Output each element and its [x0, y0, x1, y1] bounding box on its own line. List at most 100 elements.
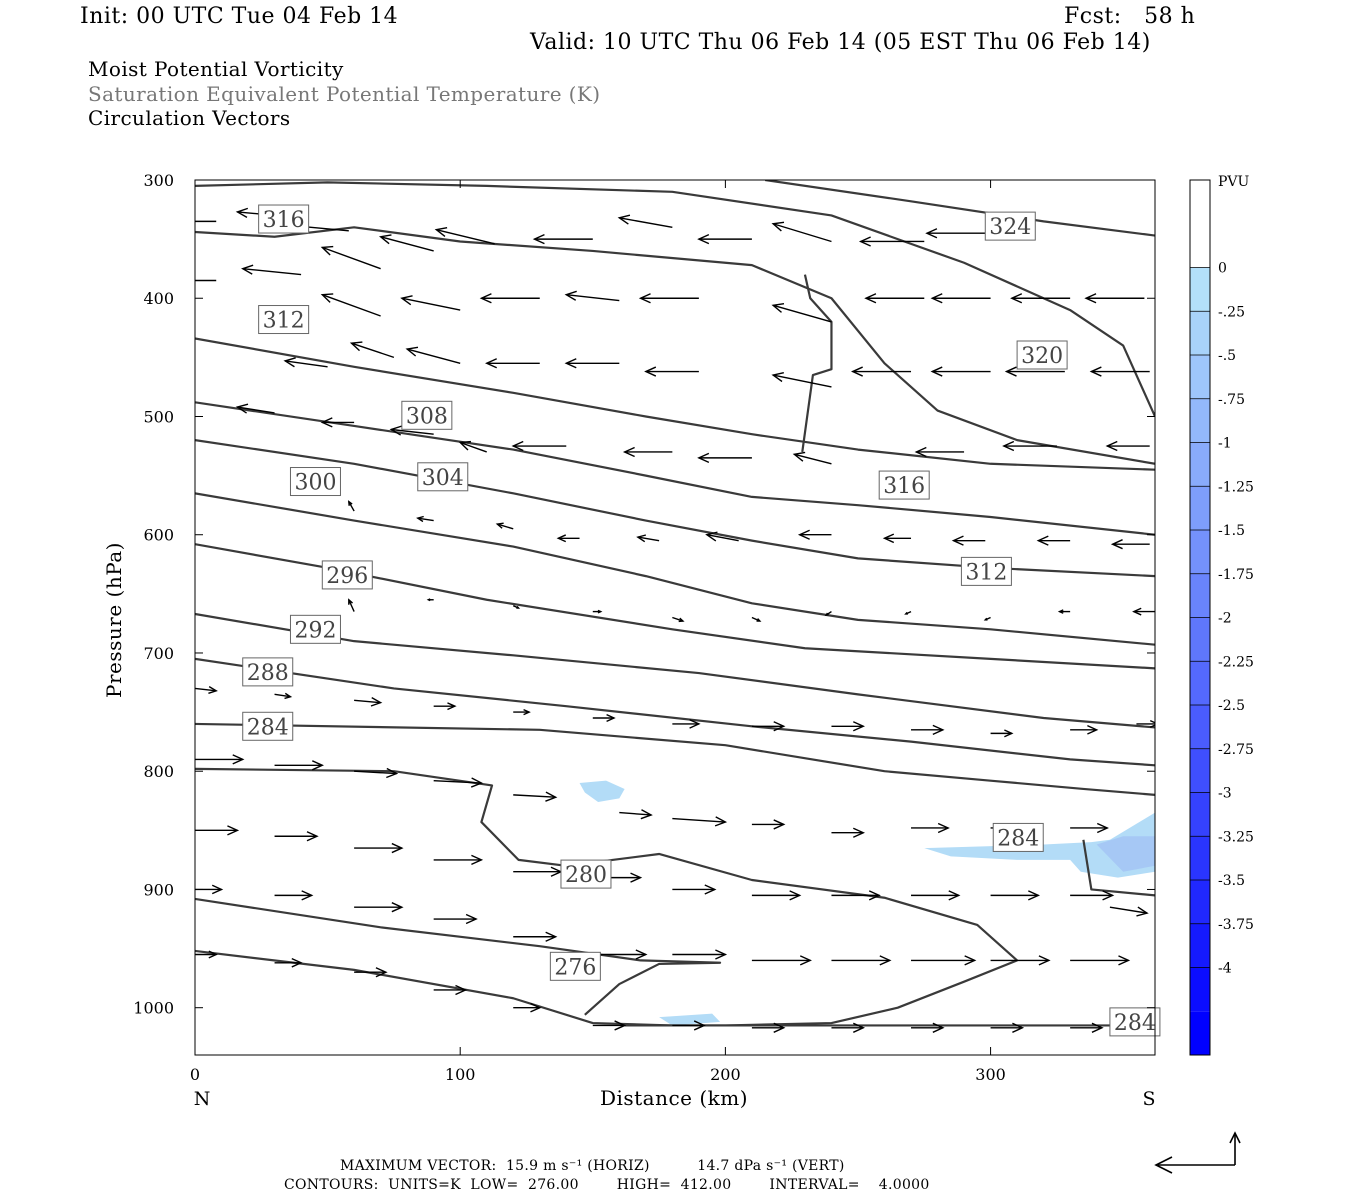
circulation-vector: [320, 293, 381, 317]
contour-label-box: [984, 211, 1036, 241]
circulation-vector: [283, 357, 328, 368]
circulation-vector: [195, 825, 240, 836]
circulation-vector: [850, 366, 912, 377]
circulation-vector: [458, 440, 487, 453]
colorbar-label: -.5: [1218, 348, 1236, 364]
circulation-vector: [771, 221, 832, 243]
x-tick-label: 0: [190, 1065, 200, 1084]
circulation-vectors: [195, 207, 1155, 1033]
contour-label-box: [878, 470, 930, 500]
colorbar-label: -1.75: [1218, 567, 1254, 583]
y-axis-label: Pressure (hPa): [102, 542, 126, 698]
circulation-vector: [195, 279, 217, 282]
contour-label: 304: [422, 466, 464, 491]
circulation-vector: [638, 293, 699, 304]
circulation-vector: [511, 440, 567, 452]
circulation-vector: [195, 686, 218, 694]
circulation-vector: [911, 724, 945, 735]
circulation-vector: [797, 529, 832, 540]
colorbar-swatch: [1190, 617, 1210, 662]
theta-contour-292: [195, 612, 1155, 729]
reference-vector-icon: [1154, 1131, 1241, 1174]
legend-theta: Saturation Equivalent Potential Temperat…: [88, 82, 601, 106]
circulation-vector: [951, 535, 986, 546]
contour-label: 292: [294, 618, 336, 643]
circulation-vector: [911, 890, 961, 901]
circulation-vector: [1089, 366, 1150, 377]
theta-contour-312: [195, 337, 1155, 471]
circulation-vector: [672, 1020, 706, 1031]
circulation-vector: [195, 220, 217, 223]
circulation-vector: [990, 955, 1051, 966]
circulation-vector: [354, 697, 383, 707]
circulation-vector: [1070, 1022, 1104, 1033]
y-tick-label: 400: [143, 289, 174, 308]
contour-label-box: [242, 657, 294, 687]
circulation-vector: [235, 403, 275, 414]
colorbar-label: 0: [1218, 261, 1227, 277]
circulation-vector: [792, 451, 832, 465]
circulation-vector: [925, 228, 991, 239]
colorbar-swatch: [1190, 180, 1210, 224]
circulation-vector: [274, 890, 314, 901]
contour-label-box: [289, 614, 341, 644]
contour-label: 320: [1021, 344, 1063, 369]
circulation-vector: [930, 366, 991, 377]
circulation-vector: [433, 777, 484, 788]
valid-time: Valid: 10 UTC Thu 06 Feb 14 (05 EST Thu …: [530, 30, 1151, 55]
circulation-vector: [349, 341, 395, 359]
colorbar-label: -1.5: [1218, 523, 1245, 539]
circulation-vector: [564, 290, 620, 302]
circulation-vector: [771, 371, 832, 388]
contour-label: 308: [406, 404, 448, 429]
contour-label: 280: [565, 863, 607, 888]
contour-label: 312: [965, 560, 1007, 585]
circulation-vector: [1002, 440, 1057, 452]
circulation-vector: [354, 967, 388, 978]
contour-label: 316: [263, 208, 305, 233]
colorbar-label: -4: [1218, 961, 1232, 977]
contour-label: 284: [247, 715, 289, 740]
contour-label-box: [258, 305, 310, 335]
colorbar-swatch: [1190, 573, 1210, 618]
colorbar-swatch: [1190, 792, 1210, 837]
y-tick-label: 800: [143, 762, 174, 781]
y-tick-label: 300: [143, 171, 174, 190]
circulation-vector: [274, 760, 324, 771]
contour-label-box: [1016, 340, 1068, 370]
theta-contour-280: [195, 897, 722, 1016]
circulation-vector: [858, 236, 925, 247]
colorbar-label: -1: [1218, 436, 1232, 452]
circulation-vector: [513, 931, 558, 942]
circulation-vector: [990, 729, 1014, 738]
contour-label-box: [321, 560, 373, 590]
colorbar-swatch: [1190, 880, 1210, 924]
circulation-vector: [831, 890, 881, 901]
contour-label: 324: [989, 215, 1031, 240]
colorbar-label: -1.25: [1218, 479, 1254, 495]
circulation-vector: [882, 533, 912, 544]
plot-frame: [194, 179, 1156, 1056]
circulation-vector: [672, 884, 717, 895]
legend-mpv: Moist Potential Vorticity: [88, 57, 344, 81]
colorbar-label: -3.5: [1218, 873, 1245, 889]
forecast-hour: Fcst: 58 h: [1064, 4, 1196, 29]
circulation-vector: [274, 831, 319, 842]
theta-contour-316: [195, 226, 1155, 465]
circulation-vector: [195, 754, 245, 765]
circulation-vector: [990, 1022, 1025, 1033]
colorbar-swatch: [1190, 836, 1210, 880]
circulation-vector: [911, 1022, 945, 1033]
circulation-vector: [426, 598, 434, 602]
contour-label-box: [417, 462, 469, 492]
circulation-vector: [831, 827, 865, 838]
x-right-label: S: [1142, 1088, 1155, 1110]
circulation-vector: [320, 245, 381, 270]
contour-label: 276: [554, 955, 596, 980]
colorbar: PVU 0 -.25 -.5 -.75 -1 -1.25 -1.5 -1.75 -2 -2.25 -2…: [1189, 174, 1254, 1056]
circulation-vector: [983, 616, 991, 621]
circulation-vector: [831, 721, 865, 732]
circulation-vector: [831, 955, 892, 966]
